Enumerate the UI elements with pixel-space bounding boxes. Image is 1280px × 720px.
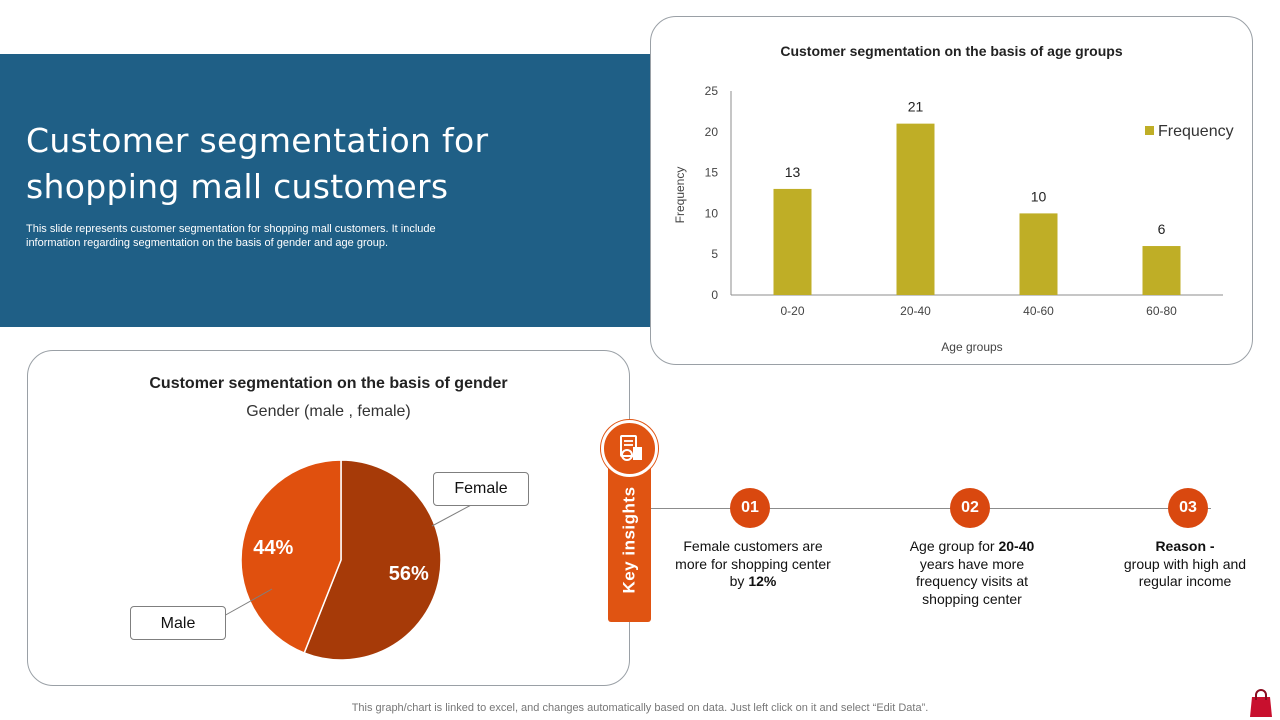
hero-banner: Customer segmentation for shopping mall … — [0, 54, 650, 327]
male-leader-line — [221, 588, 273, 618]
insight-number-2: 02 — [950, 488, 990, 528]
insight-number-3: 03 — [1168, 488, 1208, 528]
gender-chart-title: Customer segmentation on the basis of ge… — [149, 375, 508, 392]
female-leader-line — [431, 503, 474, 527]
shopping-bag-icon — [1250, 689, 1272, 717]
female-callout: Female — [433, 472, 529, 506]
document-chart-icon — [601, 420, 658, 477]
key-insights-bar — [608, 450, 651, 622]
gender-chart-card: Customer segmentation on the basis of ge… — [27, 350, 630, 686]
pie-slice-male — [240, 459, 342, 654]
legend-label: Frequency — [1158, 123, 1234, 140]
male-callout: Male — [130, 606, 226, 640]
bar-value-label: 13 — [785, 164, 801, 180]
bar — [773, 188, 812, 295]
x-axis-label: Age groups — [941, 340, 1002, 354]
bar — [896, 123, 935, 295]
gender-pie-chart[interactable]: 56% 44% — [28, 351, 629, 685]
age-chart-card: Customer segmentation on the basis of ag… — [650, 16, 1253, 365]
x-tick-label: 0-20 — [780, 304, 804, 318]
insights-timeline — [651, 508, 1211, 509]
insight-text-1: Female customers are more for shopping c… — [675, 538, 831, 589]
y-tick-label: 10 — [705, 206, 719, 220]
x-tick-label: 20-40 — [900, 304, 931, 318]
pie-percent-label: 56% — [389, 563, 429, 585]
age-chart-title: Customer segmentation on the basis of ag… — [780, 43, 1123, 59]
legend-swatch — [1145, 126, 1154, 135]
insight-text-3: Reason - group with high and regular inc… — [1123, 538, 1247, 589]
bar-value-label: 21 — [908, 99, 924, 115]
key-insights-label: Key insights — [619, 486, 639, 594]
footer-note: This graph/chart is linked to excel, and… — [351, 702, 929, 714]
insight-text-2: Age group for 20-40 years have more freq… — [909, 538, 1035, 607]
pie-percent-label: 44% — [253, 537, 293, 559]
pie-slice-female — [303, 459, 442, 661]
bar — [1019, 213, 1058, 295]
y-tick-label: 20 — [705, 125, 719, 139]
insight-number-1: 01 — [730, 488, 770, 528]
y-axis-label: Frequency — [673, 167, 687, 224]
y-tick-label: 15 — [705, 166, 719, 180]
y-tick-label: 25 — [705, 84, 719, 98]
page-title: Customer segmentation for shopping mall … — [26, 121, 489, 206]
gender-chart-subtitle: Gender (male , female) — [246, 403, 411, 420]
x-tick-label: 60-80 — [1146, 304, 1177, 318]
bar — [1142, 246, 1181, 295]
bar-value-label: 10 — [1031, 188, 1047, 204]
page-subtitle: This slide represents customer segmentat… — [26, 223, 436, 249]
y-tick-label: 0 — [711, 288, 718, 302]
age-bar-chart[interactable]: 0 5 10 15 20 25 Frequency Age groups 13 0-20 21 20… — [651, 17, 1252, 364]
y-tick-label: 5 — [711, 247, 718, 261]
x-tick-label: 40-60 — [1023, 304, 1054, 318]
bar-value-label: 6 — [1158, 221, 1166, 237]
